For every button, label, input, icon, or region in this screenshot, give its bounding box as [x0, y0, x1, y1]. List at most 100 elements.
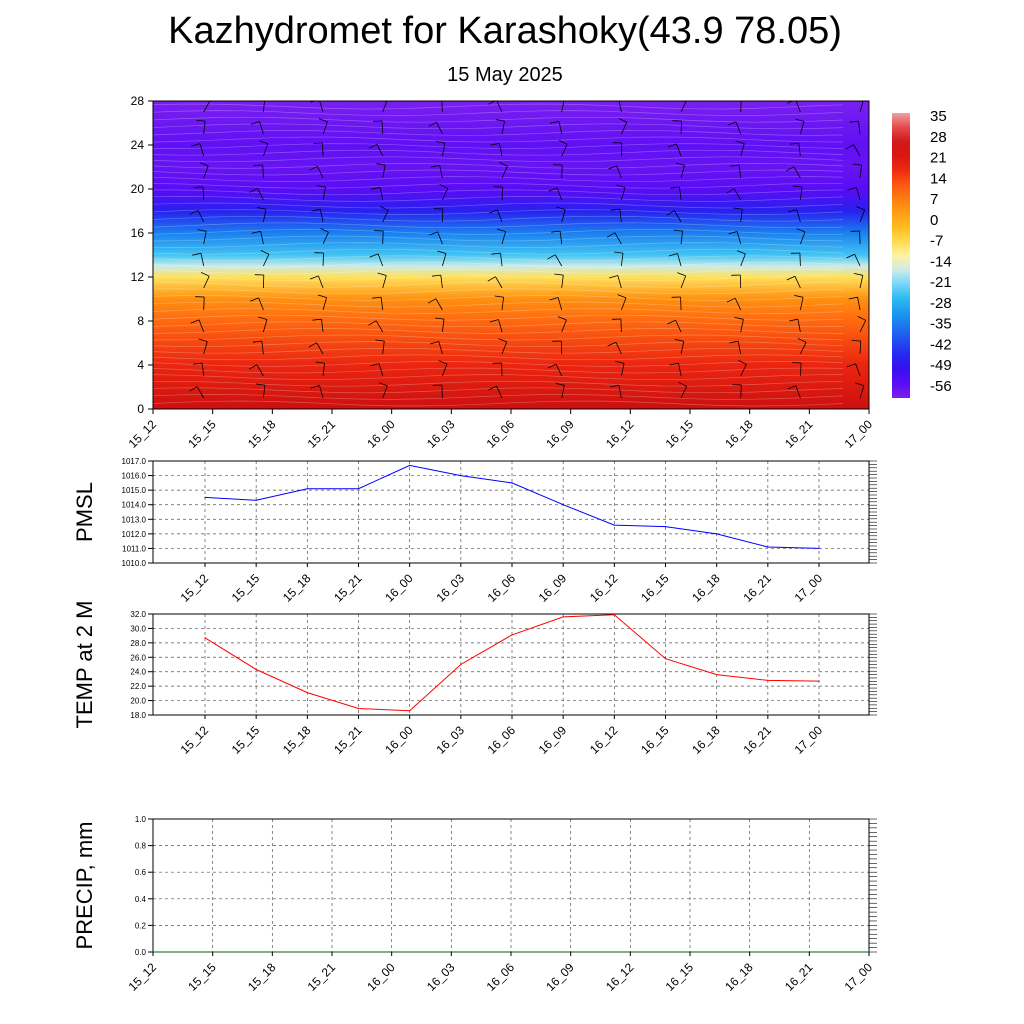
contour-line	[153, 196, 844, 202]
wind-barb	[736, 250, 746, 267]
wind-barb	[551, 230, 563, 245]
wind-barb	[549, 297, 563, 311]
colorbar-label: 0	[930, 212, 938, 229]
wind-barb-feather	[372, 120, 383, 122]
wind-barb-feather	[488, 209, 498, 214]
wind-barb	[192, 252, 205, 267]
wind-barb-staff	[260, 231, 264, 245]
wind-barb	[607, 341, 622, 355]
wind-barb	[727, 121, 742, 135]
wind-barb	[547, 254, 563, 267]
heatmap-x-tick-label: 15_21	[305, 417, 339, 451]
wind-barb	[196, 119, 206, 135]
heatmap-y-tick-label: 24	[131, 138, 145, 152]
wind-barb-staff	[797, 319, 801, 333]
wind-barb-staff	[201, 363, 205, 377]
data-point	[357, 488, 360, 490]
wind-barb	[550, 120, 563, 135]
contour-line	[153, 149, 844, 156]
wind-barb-feather	[613, 251, 624, 254]
wind-barb-staff	[377, 253, 384, 267]
wind-barb	[315, 361, 325, 377]
wind-barb-feather	[491, 252, 501, 255]
wind-barb-feather	[678, 382, 687, 387]
wind-barb	[198, 338, 208, 355]
wind-barb-staff	[614, 232, 622, 245]
contour-line	[153, 130, 844, 136]
wind-barb-feather	[196, 119, 206, 122]
wind-barb	[680, 101, 687, 113]
wind-barb-staff	[496, 386, 503, 399]
x-tick-label: 16_12	[603, 960, 637, 994]
wind-barb-staff	[498, 319, 503, 333]
x-tick-label: 16_15	[663, 960, 697, 994]
wind-barb-feather	[250, 121, 260, 125]
wind-barb-staff	[675, 320, 682, 333]
wind-barb-feather	[616, 184, 626, 188]
contour-line	[153, 268, 844, 275]
wind-barb-staff	[382, 341, 385, 355]
wind-barb	[308, 342, 324, 355]
wind-barb-feather	[547, 254, 556, 260]
wind-barb-staff	[620, 363, 625, 377]
wind-barb-staff	[203, 165, 209, 179]
wind-barb-staff	[679, 187, 682, 201]
wind-barb-staff	[680, 275, 687, 289]
heatmap-x-tick-label: 17_00	[842, 417, 876, 451]
wind-barb-staff	[855, 363, 861, 377]
x-tick-label: 16_18	[689, 723, 723, 757]
x-tick-label: 15_15	[229, 571, 263, 605]
wind-barb	[190, 319, 205, 333]
x-tick-label: 16_06	[484, 960, 518, 994]
wind-barb	[608, 165, 622, 179]
contour-line	[153, 103, 844, 110]
contour-line	[153, 116, 844, 123]
data-point	[562, 504, 564, 506]
wind-barb	[726, 188, 742, 201]
heatmap-y-tick-label: 20	[131, 182, 145, 196]
wind-barb	[318, 118, 328, 135]
wind-barb-staff	[199, 143, 205, 157]
wind-barb-staff	[677, 253, 682, 267]
wind-barb	[846, 363, 861, 377]
wind-barb-staff	[319, 209, 324, 223]
wind-barb-staff	[202, 186, 205, 201]
wind-barb-staff	[263, 254, 270, 267]
wind-barb-feather	[738, 360, 747, 365]
x-tick-label: 15_21	[305, 960, 339, 994]
wind-barb	[435, 141, 446, 157]
wind-barb	[488, 101, 503, 113]
wind-barb	[667, 143, 682, 157]
wind-barb-feather	[785, 166, 795, 172]
wind-barb-staff	[853, 144, 861, 157]
wind-barb	[251, 230, 264, 245]
wind-barb	[313, 142, 324, 157]
contour-line	[153, 255, 844, 262]
data-point	[818, 680, 820, 682]
wind-barb-feather	[845, 144, 854, 150]
wind-barb-staff	[738, 165, 742, 179]
wind-barb-feather	[488, 385, 497, 391]
wind-barb-feather	[428, 121, 437, 127]
colorbar-bar	[892, 113, 910, 398]
wind-barb-staff	[495, 276, 503, 289]
x-tick-label: 16_21	[782, 960, 816, 994]
wind-barb-staff	[501, 231, 506, 245]
contour-line	[153, 281, 844, 288]
wind-barb	[495, 119, 505, 135]
wind-barb-staff	[496, 101, 503, 113]
y-tick-label: 22.0	[130, 682, 146, 691]
wind-barb	[499, 162, 508, 179]
wind-barb-feather	[433, 99, 442, 100]
wind-barb	[859, 101, 864, 113]
data-point	[409, 464, 411, 466]
contour-line	[153, 169, 844, 176]
wind-barb-staff	[680, 165, 685, 179]
wind-barb-staff	[620, 253, 624, 267]
panel-frame	[152, 460, 870, 564]
contour-line	[153, 229, 843, 235]
wind-barb-staff	[680, 231, 683, 245]
wind-barb	[317, 294, 327, 311]
y-tick-label: 28.0	[130, 639, 146, 648]
wind-barb-staff	[858, 121, 861, 135]
